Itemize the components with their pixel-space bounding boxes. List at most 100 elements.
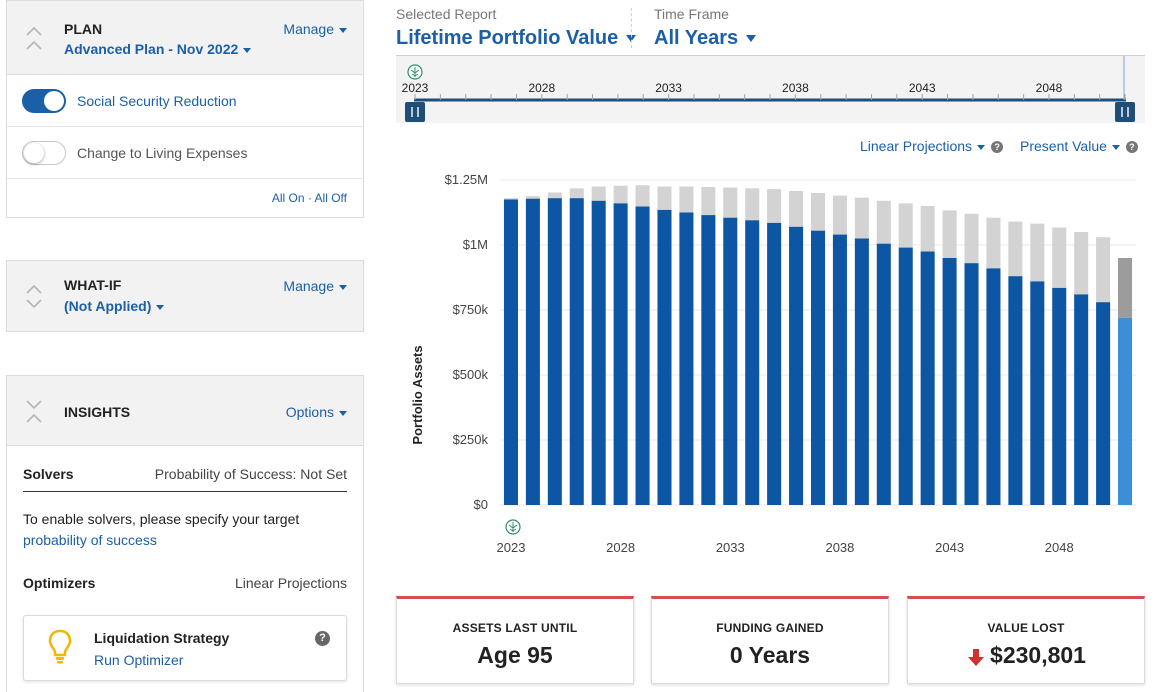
linear-projections-label: Linear Projections bbox=[860, 138, 973, 154]
bar-value-lost[interactable] bbox=[920, 206, 935, 252]
bar-value-lost[interactable] bbox=[525, 196, 540, 199]
bar-value-lost[interactable] bbox=[1118, 258, 1133, 318]
bar-portfolio-assets[interactable] bbox=[745, 220, 760, 506]
all-on-link[interactable]: All On bbox=[271, 191, 305, 205]
linear-projections-menu[interactable]: Linear Projections? bbox=[860, 138, 1004, 154]
probability-of-success-link[interactable]: probability of success bbox=[23, 532, 157, 548]
bar-value-lost[interactable] bbox=[854, 197, 869, 239]
bar-portfolio-assets[interactable] bbox=[723, 217, 738, 505]
liquidation-strategy-card[interactable]: Liquidation Strategy Run Optimizer ? bbox=[23, 615, 347, 681]
bar-portfolio-assets[interactable] bbox=[679, 212, 694, 506]
bar-portfolio-assets[interactable] bbox=[810, 230, 826, 505]
chevron-down-icon bbox=[339, 410, 347, 416]
bar-portfolio-assets[interactable] bbox=[701, 215, 716, 505]
bar-value-lost[interactable] bbox=[569, 188, 584, 199]
bar-value-lost[interactable] bbox=[679, 186, 694, 213]
bar-portfolio-assets[interactable] bbox=[832, 234, 847, 505]
bar-value-lost[interactable] bbox=[635, 185, 650, 207]
bar-value-lost[interactable] bbox=[767, 189, 782, 223]
toggle-knob bbox=[44, 91, 64, 111]
collapse-toggle-icon[interactable] bbox=[25, 23, 43, 53]
bar-portfolio-assets[interactable] bbox=[1118, 317, 1133, 505]
lightbulb-icon bbox=[48, 629, 72, 670]
bar-portfolio-assets[interactable] bbox=[525, 198, 540, 505]
timeline-track[interactable]: 2023 2028 2033 2038 2043 2048 bbox=[396, 56, 1145, 124]
social-security-toggle[interactable] bbox=[22, 89, 66, 113]
bar-portfolio-assets[interactable] bbox=[898, 247, 913, 505]
present-value-menu[interactable]: Present Value? bbox=[1020, 138, 1138, 154]
plan-manage-menu[interactable]: Manage bbox=[283, 21, 347, 37]
insights-options-label: Options bbox=[285, 404, 334, 420]
living-expenses-toggle[interactable] bbox=[22, 141, 66, 165]
bar-portfolio-assets[interactable] bbox=[613, 203, 628, 505]
bar-value-lost[interactable] bbox=[1096, 237, 1111, 303]
bar-portfolio-assets[interactable] bbox=[657, 209, 672, 505]
bar-portfolio-assets[interactable] bbox=[635, 206, 650, 505]
chevron-down-icon bbox=[746, 35, 757, 43]
all-off-link[interactable]: All Off bbox=[314, 191, 347, 205]
bar-value-lost[interactable] bbox=[701, 187, 716, 216]
bar-value-lost[interactable] bbox=[1074, 232, 1089, 295]
whatif-manage-label: Manage bbox=[283, 278, 334, 294]
timeline-start-handle[interactable] bbox=[405, 102, 425, 122]
run-optimizer-link[interactable]: Run Optimizer bbox=[94, 652, 184, 668]
whatif-selector[interactable]: (Not Applied) bbox=[64, 298, 165, 314]
bar-portfolio-assets[interactable] bbox=[547, 198, 562, 505]
bar-portfolio-assets[interactable] bbox=[986, 268, 1001, 505]
bar-value-lost[interactable] bbox=[986, 217, 1001, 269]
bar-portfolio-assets[interactable] bbox=[1052, 287, 1067, 505]
bar-value-lost[interactable] bbox=[964, 213, 979, 264]
bar-portfolio-assets[interactable] bbox=[854, 238, 869, 506]
bar-value-lost[interactable] bbox=[789, 190, 804, 227]
plan-panel: PLAN Advanced Plan - Nov 2022 Manage Soc… bbox=[6, 0, 364, 218]
bar-portfolio-assets[interactable] bbox=[569, 198, 584, 505]
y-tick-label: $0 bbox=[474, 497, 488, 512]
whatif-selector-label: (Not Applied) bbox=[64, 298, 152, 314]
bar-value-lost[interactable] bbox=[723, 187, 738, 218]
bar-value-lost[interactable] bbox=[1030, 223, 1045, 282]
metric-title: VALUE LOST bbox=[987, 621, 1065, 635]
collapse-toggle-icon[interactable] bbox=[25, 281, 43, 311]
collapse-toggle-icon[interactable] bbox=[25, 396, 43, 426]
bar-value-lost[interactable] bbox=[745, 188, 760, 221]
bar-value-lost[interactable] bbox=[591, 186, 606, 201]
bar-portfolio-assets[interactable] bbox=[1008, 276, 1023, 505]
bar-portfolio-assets[interactable] bbox=[1074, 294, 1089, 505]
bar-portfolio-assets[interactable] bbox=[767, 222, 782, 505]
plan-selector[interactable]: Advanced Plan - Nov 2022 bbox=[64, 41, 252, 57]
bar-value-lost[interactable] bbox=[832, 195, 847, 235]
bar-portfolio-assets[interactable] bbox=[591, 200, 606, 506]
bar-portfolio-assets[interactable] bbox=[964, 263, 979, 505]
timeline-end-handle[interactable] bbox=[1115, 102, 1135, 122]
help-icon[interactable]: ? bbox=[315, 631, 330, 646]
bar-value-lost[interactable] bbox=[547, 192, 562, 199]
metric-value: 0 Years bbox=[729, 642, 811, 668]
bar-value-lost[interactable] bbox=[942, 210, 957, 258]
toggle-knob bbox=[24, 143, 44, 163]
time-frame-dropdown[interactable]: All Years bbox=[654, 27, 757, 50]
down-arrow-icon bbox=[968, 648, 985, 666]
selected-report-dropdown[interactable]: Lifetime Portfolio Value bbox=[396, 27, 637, 50]
help-icon[interactable]: ? bbox=[1125, 141, 1138, 154]
bar-value-lost[interactable] bbox=[876, 200, 891, 244]
bar-portfolio-assets[interactable] bbox=[1096, 302, 1111, 505]
bar-value-lost[interactable] bbox=[1052, 227, 1067, 288]
bar-value-lost[interactable] bbox=[898, 203, 913, 248]
insights-options-menu[interactable]: Options bbox=[286, 404, 347, 420]
bar-value-lost[interactable] bbox=[1008, 221, 1023, 277]
bar-portfolio-assets[interactable] bbox=[920, 251, 935, 506]
whatif-manage-menu[interactable]: Manage bbox=[283, 278, 347, 294]
bar-value-lost[interactable] bbox=[503, 198, 518, 200]
bar-portfolio-assets[interactable] bbox=[789, 226, 804, 506]
bar-portfolio-assets[interactable] bbox=[876, 243, 891, 505]
bar-value-lost[interactable] bbox=[810, 193, 826, 231]
timeline-slider[interactable]: 2023 2028 2033 2038 2043 2048 bbox=[396, 55, 1145, 123]
bar-portfolio-assets[interactable] bbox=[503, 199, 518, 506]
bar-value-lost[interactable] bbox=[613, 185, 628, 204]
help-icon[interactable]: ? bbox=[991, 141, 1004, 154]
x-tick-label: 2048 bbox=[1045, 540, 1074, 555]
insights-panel-header: INSIGHTS Options bbox=[7, 376, 363, 446]
bar-value-lost[interactable] bbox=[657, 186, 672, 210]
bar-portfolio-assets[interactable] bbox=[1030, 281, 1045, 505]
bar-portfolio-assets[interactable] bbox=[942, 258, 957, 505]
